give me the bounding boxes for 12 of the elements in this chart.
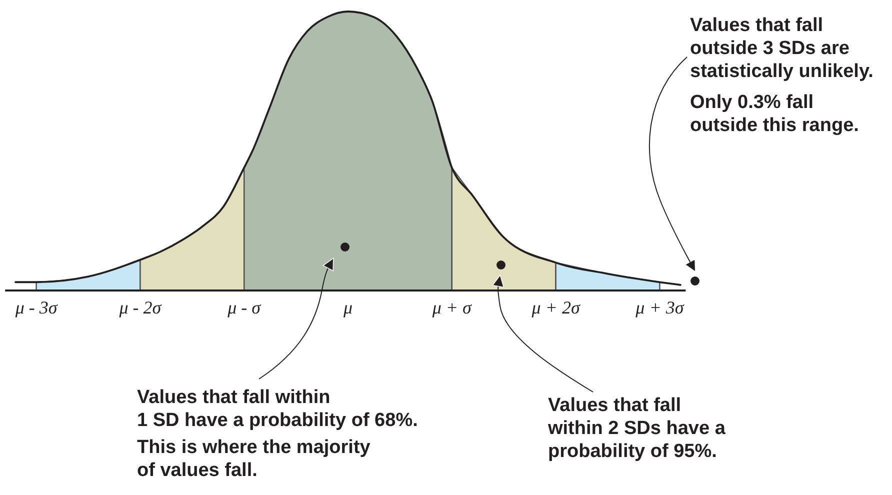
text: Only 0.3% fall outside this range. [690, 92, 859, 136]
x-tick-label: μ [342, 297, 353, 318]
text: This is where the majority of values fall. [137, 437, 371, 481]
x-tick-label: μ + 2σ [530, 297, 581, 318]
x-tick-label: μ - σ [226, 297, 262, 318]
text: Values that fall outside 3 SDs are statistically unlikely. [690, 15, 874, 82]
x-tick-label: μ - 2σ [118, 297, 162, 318]
x-tick-label: μ + 3σ [634, 297, 685, 318]
x-tick-label: μ + σ [431, 297, 473, 318]
text: Values that fall within 2 SDs have a probability of 95%. [547, 395, 726, 462]
text: Values that fall within 1 SD have a probability of 68%. [137, 387, 418, 431]
x-tick-label: μ - 3σ [14, 297, 58, 318]
